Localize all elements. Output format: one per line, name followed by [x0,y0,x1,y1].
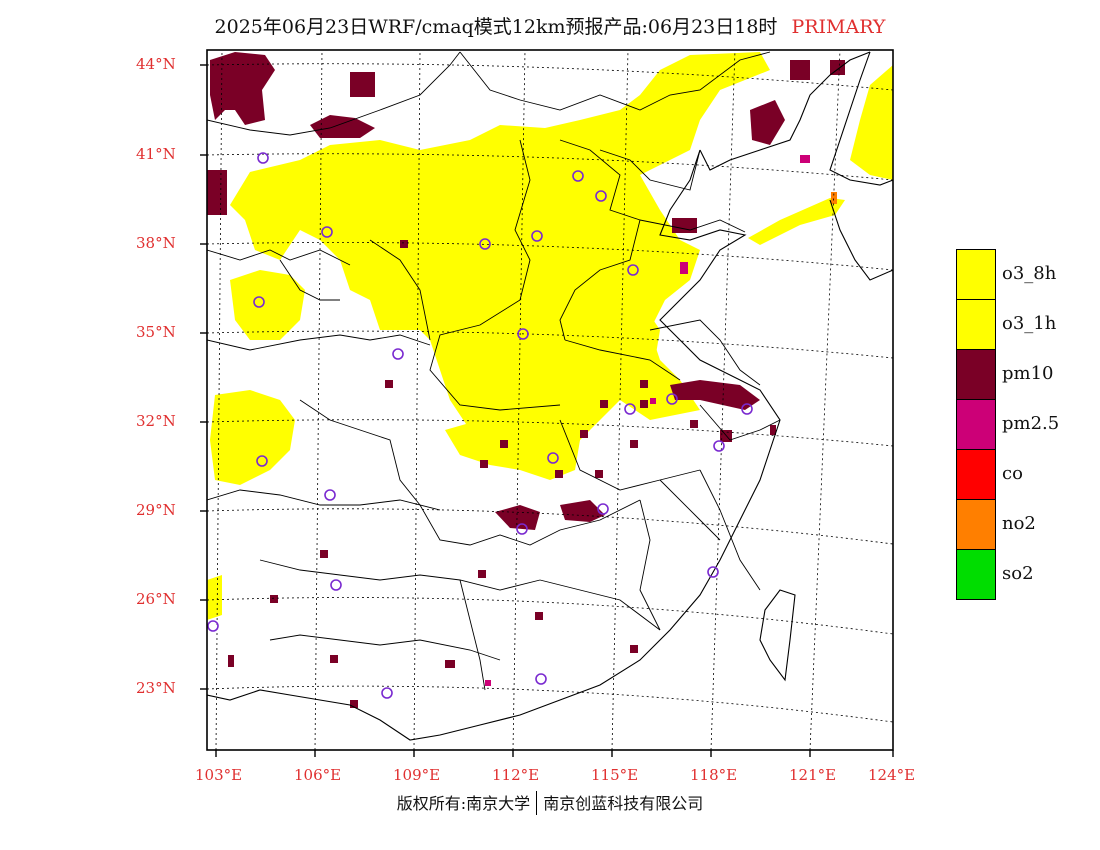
lat-label-44n: 44°N [136,55,176,73]
lat-label-32n: 32°N [136,412,176,430]
lon-label-124e: 124°E [868,766,916,784]
lat-label-38n: 38°N [136,234,176,252]
legend-swatch [956,299,996,350]
legend-label: o3_1h [1002,313,1057,334]
coastline [207,51,893,741]
copyright-footer: 版权所有:南京大学 南京创蓝科技有限公司 [0,790,1100,815]
lat-label-35n: 35°N [136,323,176,341]
legend-label: no2 [1002,513,1036,534]
legend-swatch [956,499,996,550]
legend-label: so2 [1002,563,1034,584]
copyright-left: 版权所有:南京大学 [396,794,531,813]
no2-area [831,192,837,204]
legend-label: pm2.5 [1002,413,1060,434]
pm10-area [207,52,845,708]
title-primary-tag: PRIMARY [791,16,886,38]
station-markers [207,152,753,699]
map-frame [206,49,894,751]
lat-label-26n: 26°N [136,590,176,608]
legend-swatch [956,399,996,450]
ozone-area [207,52,893,620]
lat-label-29n: 29°N [136,501,176,519]
province-boundaries [207,51,781,691]
map-title: 2025年06月23日WRF/cmaq模式12km预报产品:06月23日18时 P… [0,12,1100,39]
legend-label: o3_8h [1002,263,1057,284]
graticule [207,50,893,750]
legend-label: co [1002,463,1023,484]
lon-label-115e: 115°E [591,766,639,784]
lon-label-103e: 103°E [195,766,243,784]
title-text: 2025年06月23日WRF/cmaq模式12km预报产品:06月23日18时 [214,16,778,38]
copyright-right: 南京创蓝科技有限公司 [543,794,704,813]
lon-label-118e: 118°E [690,766,738,784]
lon-label-112e: 112°E [492,766,540,784]
axis-ticks [200,64,894,757]
lon-label-106e: 106°E [294,766,342,784]
pm25-area [485,155,810,686]
lat-label-23n: 23°N [136,679,176,697]
copyright-separator [536,791,538,815]
lon-label-109e: 109°E [393,766,441,784]
legend-swatch [956,349,996,400]
legend-swatch [956,549,996,600]
lat-label-41n: 41°N [136,145,176,163]
legend-swatch [956,249,996,300]
lon-label-121e: 121°E [789,766,837,784]
legend-swatch [956,449,996,500]
legend-label: pm10 [1002,363,1054,384]
